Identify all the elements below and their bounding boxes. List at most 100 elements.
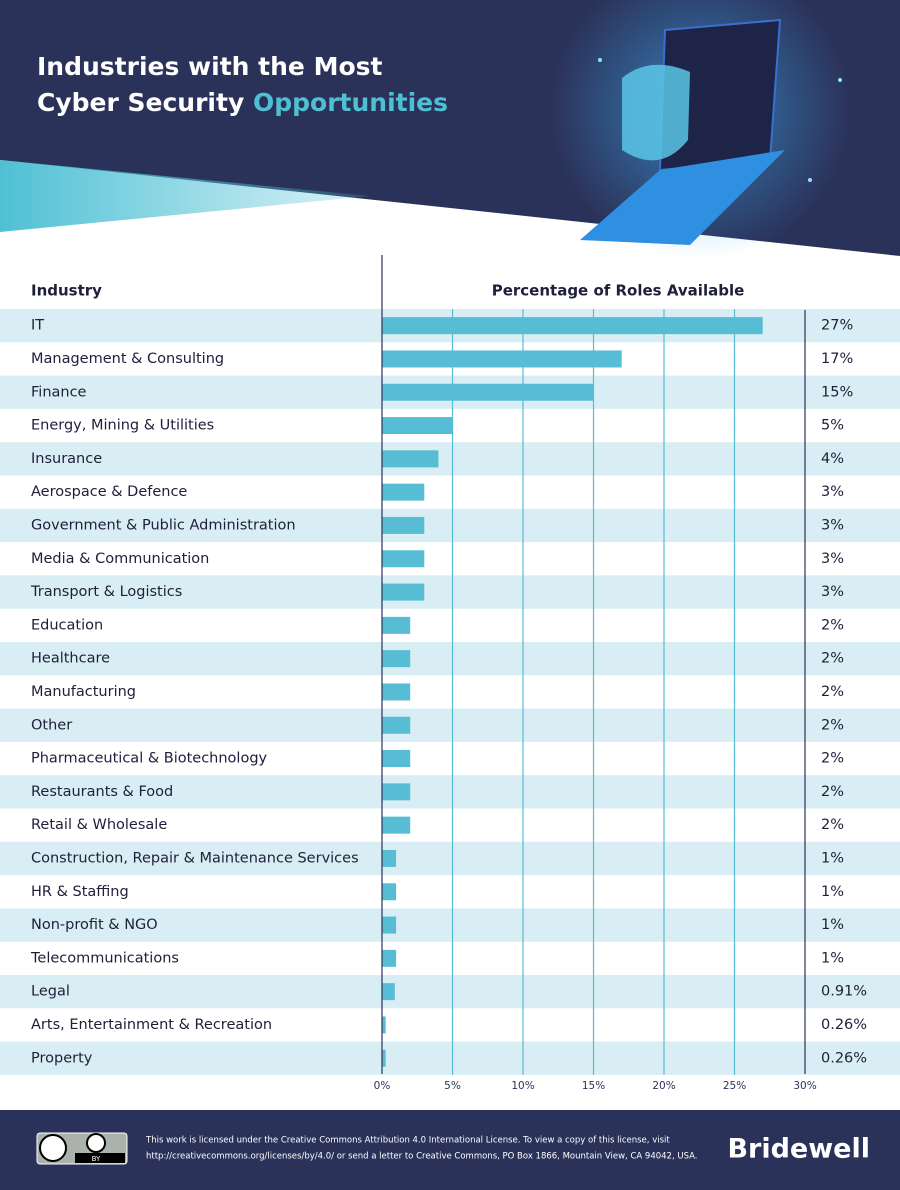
- row-stripe: [0, 508, 900, 543]
- value-label: 3%: [821, 584, 844, 600]
- bar: [382, 516, 425, 534]
- category-label: IT: [31, 318, 44, 334]
- x-tick-label: 30%: [793, 1080, 816, 1092]
- category-label: Aerospace & Defence: [31, 484, 187, 500]
- value-label: 27%: [821, 318, 853, 334]
- x-tick-label: 10%: [511, 1080, 534, 1092]
- value-label: 2%: [821, 617, 844, 633]
- row-stripe: [0, 1041, 900, 1075]
- value-label: 1%: [821, 917, 844, 933]
- category-label: Insurance: [31, 451, 102, 467]
- x-tick-label: 0%: [374, 1080, 391, 1092]
- row-stripe: [0, 575, 900, 609]
- bar: [382, 483, 425, 501]
- header-illustration: [550, 0, 850, 260]
- x-tick-label: 25%: [723, 1080, 746, 1092]
- brand-logo: Bridewell: [727, 1134, 870, 1165]
- value-label: 2%: [821, 651, 844, 667]
- bar: [382, 783, 411, 801]
- sparkle: [598, 58, 602, 62]
- row-stripe: [0, 775, 900, 809]
- bar: [382, 383, 594, 401]
- shield: [622, 64, 690, 161]
- sparkle: [808, 178, 812, 182]
- category-label: Healthcare: [31, 651, 110, 667]
- row-stripe: [0, 642, 900, 676]
- category-label: Legal: [31, 984, 70, 1000]
- bar: [382, 949, 397, 967]
- category-label: Property: [31, 1050, 93, 1066]
- title: Industries with the Most: [37, 52, 383, 81]
- sparkle: [838, 78, 842, 82]
- row-stripe: [0, 708, 900, 742]
- category-label: Management & Consulting: [31, 351, 224, 367]
- x-tick-label: 20%: [652, 1080, 675, 1092]
- category-label: Arts, Entertainment & Recreation: [31, 1017, 272, 1033]
- row-stripe: [0, 841, 900, 876]
- title: Cyber Security Opportunities: [37, 88, 448, 117]
- category-label: Government & Public Administration: [31, 517, 296, 533]
- category-label: Retail & Wholesale: [31, 817, 167, 833]
- x-tick-label: 15%: [582, 1080, 605, 1092]
- value-label: 2%: [821, 684, 844, 700]
- category-label: Education: [31, 617, 103, 633]
- badge-text: BY: [92, 1155, 101, 1163]
- category-label: Manufacturing: [31, 684, 136, 700]
- bars: [382, 317, 763, 1067]
- bar: [382, 450, 439, 468]
- cc-icon: [39, 1134, 67, 1162]
- value-label: 2%: [821, 784, 844, 800]
- title-part: Cyber Security: [37, 88, 244, 117]
- value-label: 0.26%: [821, 1050, 867, 1066]
- by-icon: [86, 1133, 106, 1153]
- axis-title: Percentage of Roles Available: [492, 282, 745, 300]
- category-label: Media & Communication: [31, 551, 209, 567]
- license-text: This work is licensed under the Creative…: [145, 1136, 670, 1146]
- header-accent: [0, 160, 370, 232]
- category-label: Energy, Mining & Utilities: [31, 418, 214, 434]
- category-label: Transport & Logistics: [30, 584, 182, 600]
- bar: [382, 616, 411, 634]
- x-tick-label: 5%: [444, 1080, 461, 1092]
- bar: [382, 683, 411, 701]
- grid: 0% 5% 10% 15% 20% 25% 30%: [374, 309, 817, 1092]
- bar: [382, 417, 453, 435]
- value-label: 0.91%: [821, 984, 867, 1000]
- value-label: 4%: [821, 451, 844, 467]
- value-label: 2%: [821, 817, 844, 833]
- bar: [382, 550, 425, 568]
- bar: [382, 816, 411, 834]
- value-label: 1%: [821, 884, 844, 900]
- laptop-base: [580, 150, 785, 245]
- value-label: 2%: [821, 717, 844, 733]
- cc-badge: BY: [36, 1132, 128, 1165]
- category-label: Construction, Repair & Maintenance Servi…: [31, 850, 359, 866]
- bar: [382, 317, 763, 335]
- category-label: Restaurants & Food: [31, 784, 173, 800]
- row-stripe: [0, 908, 900, 942]
- bar: [382, 350, 622, 368]
- category-label: Finance: [31, 384, 87, 400]
- category-label: HR & Staffing: [31, 884, 129, 900]
- bar: [382, 849, 397, 867]
- value-label: 0.26%: [821, 1017, 867, 1033]
- bar: [382, 716, 411, 734]
- row-stripe: [0, 975, 900, 1009]
- category-label: Other: [31, 717, 72, 733]
- bar: [382, 750, 411, 768]
- bar: [382, 916, 397, 934]
- value-label: 5%: [821, 418, 844, 434]
- rows: IT 27% Management & Consulting 17% Finance 15…: [0, 309, 900, 1075]
- value-label: 17%: [821, 351, 853, 367]
- license-text: http://creativecommons.org/licenses/by/4…: [146, 1152, 698, 1162]
- category-label: Pharmaceutical & Biotechnology: [31, 751, 268, 767]
- value-label: 3%: [821, 484, 844, 500]
- value-label: 1%: [821, 850, 844, 866]
- by-strip: [75, 1153, 125, 1163]
- bar: [382, 583, 425, 601]
- bar: [382, 1049, 386, 1067]
- value-label: 3%: [821, 551, 844, 567]
- bar: [382, 983, 395, 1001]
- value-label: 1%: [821, 950, 844, 966]
